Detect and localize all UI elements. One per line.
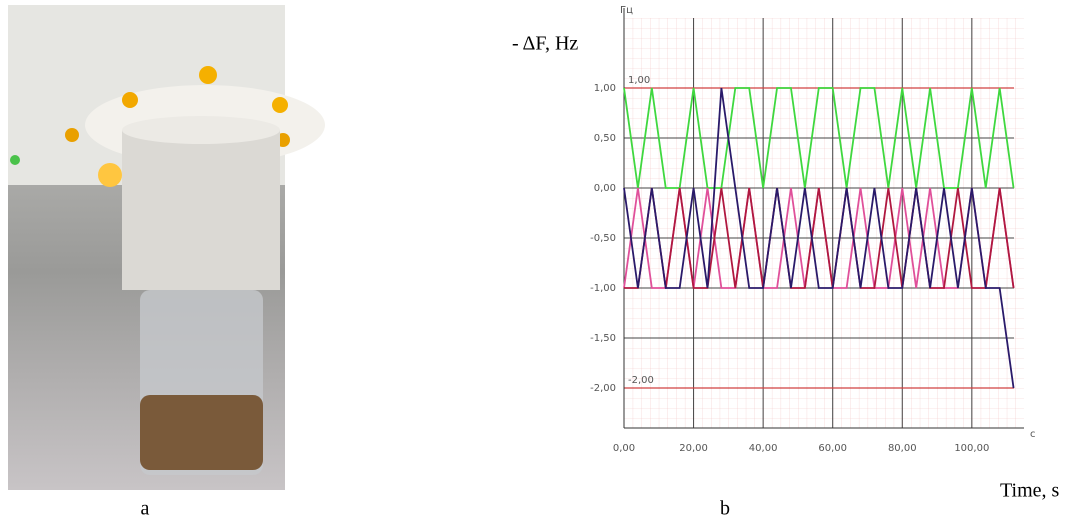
y-tick-label: 1,00 (594, 83, 616, 94)
y-tick-label: 0,00 (594, 183, 616, 194)
plot: 1,00 0,50 0,00 -0,50 -1,00 -1,50 -2,00 0,00 20,0… (590, 8, 1024, 454)
x-tick-label: 40,00 (749, 443, 778, 454)
reference-label: 1,00 (628, 75, 650, 86)
y-tick-label: 0,50 (594, 133, 616, 144)
x-unit: с (1030, 429, 1036, 440)
reference-label: -2,00 (628, 375, 654, 386)
y-tick-label: -0,50 (590, 233, 616, 244)
series-line (623, 87, 1015, 189)
y-tick-label: -2,00 (590, 383, 616, 394)
y-tick-label: -1,00 (590, 283, 616, 294)
series-line (624, 187, 1015, 289)
y-axis-label: - ΔF, Hz (512, 33, 578, 55)
x-tick-label: 0,00 (613, 443, 635, 454)
series-line (623, 87, 1015, 389)
x-axis-label: Time, s (1000, 480, 1060, 502)
y-tick-label: -1,50 (590, 333, 616, 344)
panel-label: b (720, 498, 730, 520)
x-tick-label: 20,00 (679, 443, 708, 454)
panel-label: a (141, 498, 150, 520)
x-tick-label: 60,00 (818, 443, 847, 454)
x-tick-label: 100,00 (954, 443, 989, 454)
y-unit: Гц (620, 5, 633, 16)
photo (8, 5, 325, 490)
x-tick-label: 80,00 (888, 443, 917, 454)
